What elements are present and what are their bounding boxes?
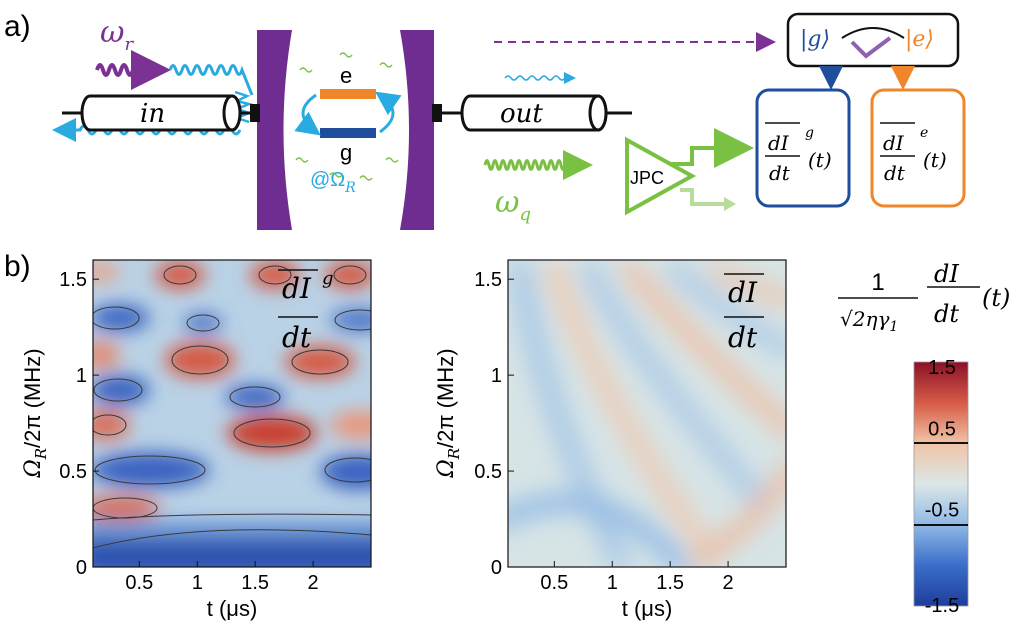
axes-ticks: 0.5 1 1.5 2 0 0.5 1 1.5 0.5 1 1.5 2 0 0.5 1 1.5: [59, 269, 733, 594]
omega-q-wave: [483, 150, 593, 180]
colorbar-frame: [913, 361, 969, 607]
jpc-idler-arrow: [680, 188, 726, 206]
level-g-label: g: [340, 140, 352, 165]
y-tick-label: 1.5: [59, 269, 87, 291]
x-tick-label: 0.5: [540, 572, 568, 594]
omega-r-label: ωr: [100, 15, 134, 55]
right-overlay-formula: dI dt: [724, 273, 764, 354]
left-plot-frame: [92, 259, 372, 568]
left-heatmap-blobs: [93, 261, 371, 567]
cycle-arrow-left: [294, 93, 321, 136]
colorbar-ticks: 1.5 0.5 -0.5 -1.5: [925, 357, 959, 617]
svg-text:g: g: [322, 268, 334, 289]
left-overlay-formula: dI g dt: [278, 268, 334, 354]
svg-text:e: e: [920, 125, 928, 141]
spontaneous-emission-wiggles: [295, 52, 399, 181]
box-e-formula: dI e dt (t): [880, 122, 947, 185]
jpc-idler-arrowhead: [724, 197, 736, 211]
svg-text:1: 1: [871, 269, 884, 296]
out-label: out: [500, 99, 543, 129]
svg-text:dt: dt: [728, 321, 758, 354]
left-contours: [93, 265, 371, 549]
x-tick-label: 0.5: [125, 572, 153, 594]
jpc-output-arrow: [670, 128, 754, 168]
level-g-bar: [320, 128, 376, 138]
x-tick-label: 1: [607, 572, 618, 594]
left-heatmap: [92, 259, 372, 568]
right-plot-frame: [507, 259, 787, 568]
left-mirror: [257, 30, 292, 230]
output-cyan-wave: [504, 72, 576, 84]
left-x-axis-label: t (μs): [207, 596, 258, 621]
svg-text:dt: dt: [884, 161, 906, 185]
y-tick-label: 0.5: [474, 461, 502, 483]
cycle-arrow-right: [375, 91, 402, 134]
svg-text:g: g: [805, 125, 814, 141]
box-g-formula: dI g dt (t): [765, 122, 832, 185]
svg-text:dI: dI: [934, 260, 959, 288]
level-e-label: e: [340, 63, 352, 88]
svg-text:(t): (t): [808, 148, 832, 172]
y-tick-label: 1: [76, 365, 87, 387]
colorbar-tick-label: -1.5: [925, 595, 959, 617]
y-tick-label: 0.5: [59, 461, 87, 483]
x-tick-label: 2: [723, 572, 734, 594]
svg-text:dI: dI: [282, 272, 312, 305]
svg-text:dt: dt: [769, 161, 791, 185]
svg-text:dI: dI: [883, 131, 905, 155]
y-tick-label: 0: [76, 557, 87, 579]
ket-g: |g⟩: [800, 27, 830, 52]
svg-text:dt: dt: [282, 321, 312, 354]
panel-a-label: a): [4, 10, 31, 43]
in-label: in: [140, 99, 165, 129]
ket-e: |e⟩: [905, 27, 934, 52]
svg-text:dI: dI: [728, 276, 758, 309]
colorbar-tick-label: -0.5: [925, 500, 959, 522]
panel-b-label: b): [4, 250, 31, 283]
right-y-axis-label: ΩR/2π (MHz): [433, 348, 463, 478]
left-coupler: [250, 104, 260, 122]
omega-r-wave: [95, 50, 171, 90]
omega-q-label: ωq: [495, 185, 531, 225]
jpc-amplifier: [625, 136, 697, 216]
svg-text:√2ηγ1: √2ηγ1: [840, 307, 898, 335]
incoming-wave: [168, 64, 254, 96]
right-heatmap: [507, 259, 787, 568]
colorbar-gradient: [914, 362, 968, 606]
x-tick-label: 2: [308, 572, 319, 594]
y-tick-label: 1.5: [474, 269, 502, 291]
right-x-axis-label: t (μs): [622, 596, 673, 621]
svg-text:dI: dI: [768, 131, 790, 155]
right-heatmap-blobs: [508, 260, 786, 567]
colorbar-tick-label: 1.5: [928, 357, 956, 379]
panel-b: b): [4, 250, 1010, 621]
jpc-label: JPC: [630, 168, 664, 188]
left-y-axis-label: ΩR/2π (MHz): [20, 348, 50, 478]
svg-text:(t): (t): [923, 148, 947, 172]
input-cable: in: [62, 94, 262, 132]
right-coupler: [432, 104, 442, 122]
box-e: [870, 88, 966, 208]
box-g: [755, 88, 851, 208]
y-tick-label: 1: [491, 365, 502, 387]
state-box: [786, 12, 960, 68]
x-tick-label: 1.5: [241, 572, 269, 594]
colorbar: 1 √2ηγ1 dI dt (t) 1.5 0.5 -0.5 -1.5: [838, 260, 1010, 617]
output-cable: out: [440, 94, 632, 132]
level-e-bar: [320, 89, 376, 99]
x-tick-label: 1.5: [656, 572, 684, 594]
colorbar-tick-label: 0.5: [928, 418, 956, 440]
svg-text:dt: dt: [934, 300, 959, 328]
svg-text:(t): (t): [982, 284, 1010, 312]
panel-a: a) ωr in e g @ΩR: [4, 10, 966, 230]
x-tick-label: 1: [192, 572, 203, 594]
colorbar-title: 1 √2ηγ1 dI dt (t): [838, 260, 1010, 335]
state-vector: [850, 36, 892, 59]
state-arc: [841, 27, 905, 39]
y-tick-label: 0: [491, 557, 502, 579]
right-mirror: [400, 30, 434, 230]
